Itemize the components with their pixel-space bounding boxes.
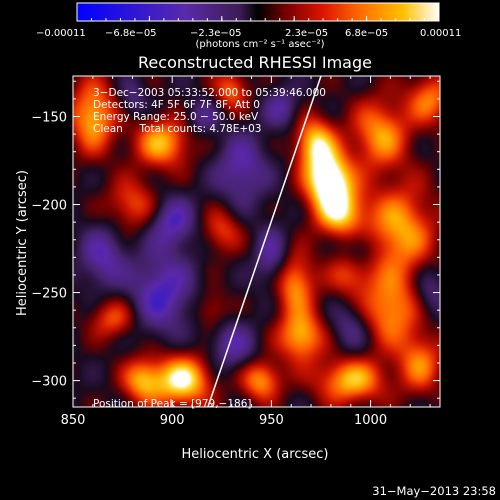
chart-title: Reconstructed RHESSI Image — [138, 53, 372, 72]
colorbar-tick-label: −0.00011 — [36, 28, 86, 39]
colorbar-tick-label: 2.3e−05 — [285, 28, 328, 39]
colorbar-tick-label: −2.3e−05 — [190, 28, 242, 39]
axis-ticks — [72, 76, 440, 407]
y-tick-labels: −150 −200 −250 −300 — [31, 110, 67, 389]
footer-timestamp: 31−May−2013 23:58 — [372, 484, 496, 498]
colorbar — [76, 2, 440, 22]
solar-limb-line — [207, 76, 322, 407]
colorbar-unit-label: (photons cm⁻² s⁻¹ asec⁻²) — [195, 39, 324, 50]
annotation-peak-position: Position of Peak = [979,−186] — [93, 398, 252, 410]
annotation-time-range: 3−Dec−2003 05:33:52.000 to 05:39:46.000 — [93, 87, 326, 99]
plot-frame — [72, 75, 441, 408]
colorbar-tick-label: 6.8e−05 — [345, 28, 388, 39]
y-tick-label: −300 — [31, 375, 67, 390]
heatmap-image — [73, 76, 440, 407]
x-tick-label: 900 — [160, 413, 185, 428]
x-tick-labels: 850 900 950 1000 — [61, 413, 388, 428]
colorbar-tick-label: −6.8e−05 — [105, 28, 157, 39]
y-tick-label: −200 — [31, 199, 67, 214]
x-tick-label: 1000 — [354, 413, 387, 428]
annotation-detectors: Detectors: 4F 5F 6F 7F 8F, Att 0 — [93, 99, 260, 111]
annotation-clean-counts: Clean Total counts: 4.78E+03 — [93, 123, 262, 135]
x-tick-label: 850 — [61, 413, 86, 428]
y-axis-label: Heliocentric Y (arcsec) — [15, 170, 30, 316]
x-tick-label: 950 — [259, 413, 284, 428]
colorbar-ticks — [76, 16, 440, 21]
colorbar-tick-label: 0.00011 — [420, 28, 461, 39]
y-tick-label: −250 — [31, 287, 67, 302]
x-axis-label: Heliocentric X (arcsec) — [182, 447, 329, 462]
y-tick-label: −150 — [31, 110, 67, 125]
annotation-energy-range: Energy Range: 25.0 − 50.0 keV — [93, 111, 259, 123]
